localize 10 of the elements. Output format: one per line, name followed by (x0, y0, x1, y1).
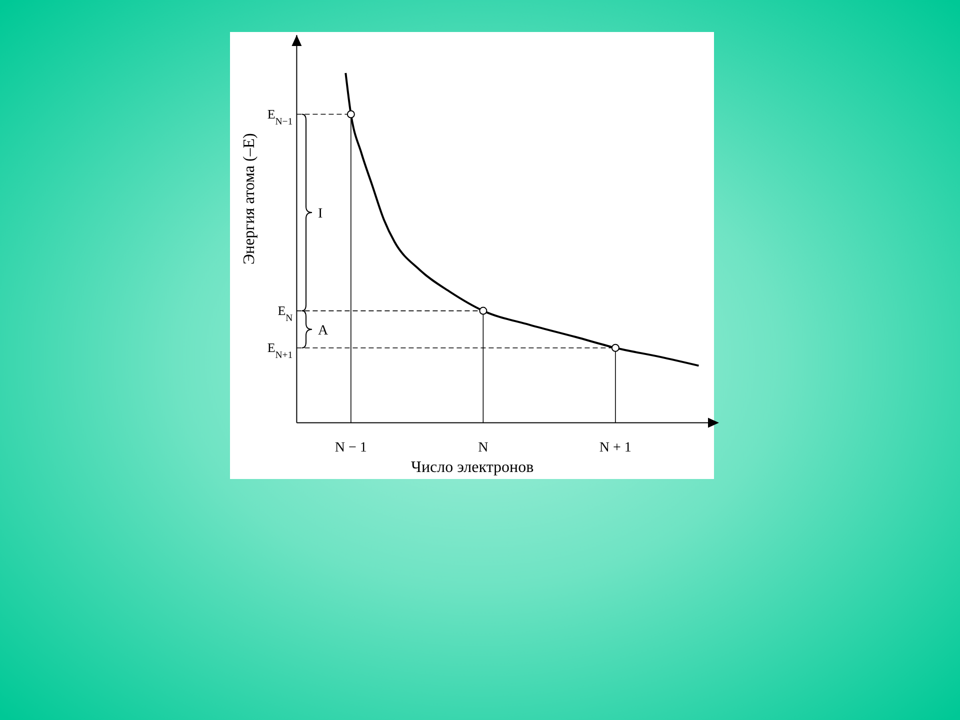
ref-line-label: E$_{N−1}$ (267, 106, 293, 127)
y-axis-title: Энергия атома (–E) (241, 133, 258, 265)
annotation: I (318, 206, 323, 222)
x-tick-label: N + 1 (599, 440, 632, 456)
x-axis-title: Число электронов (411, 459, 534, 476)
ref-line-label: E$_{N+1}$ (267, 340, 293, 360)
x-tick-label: N − 1 (334, 440, 367, 456)
x-tick-label: N (478, 440, 488, 456)
annotation: A (318, 323, 329, 338)
ref-line-label: E$_{N}$ (278, 302, 293, 324)
